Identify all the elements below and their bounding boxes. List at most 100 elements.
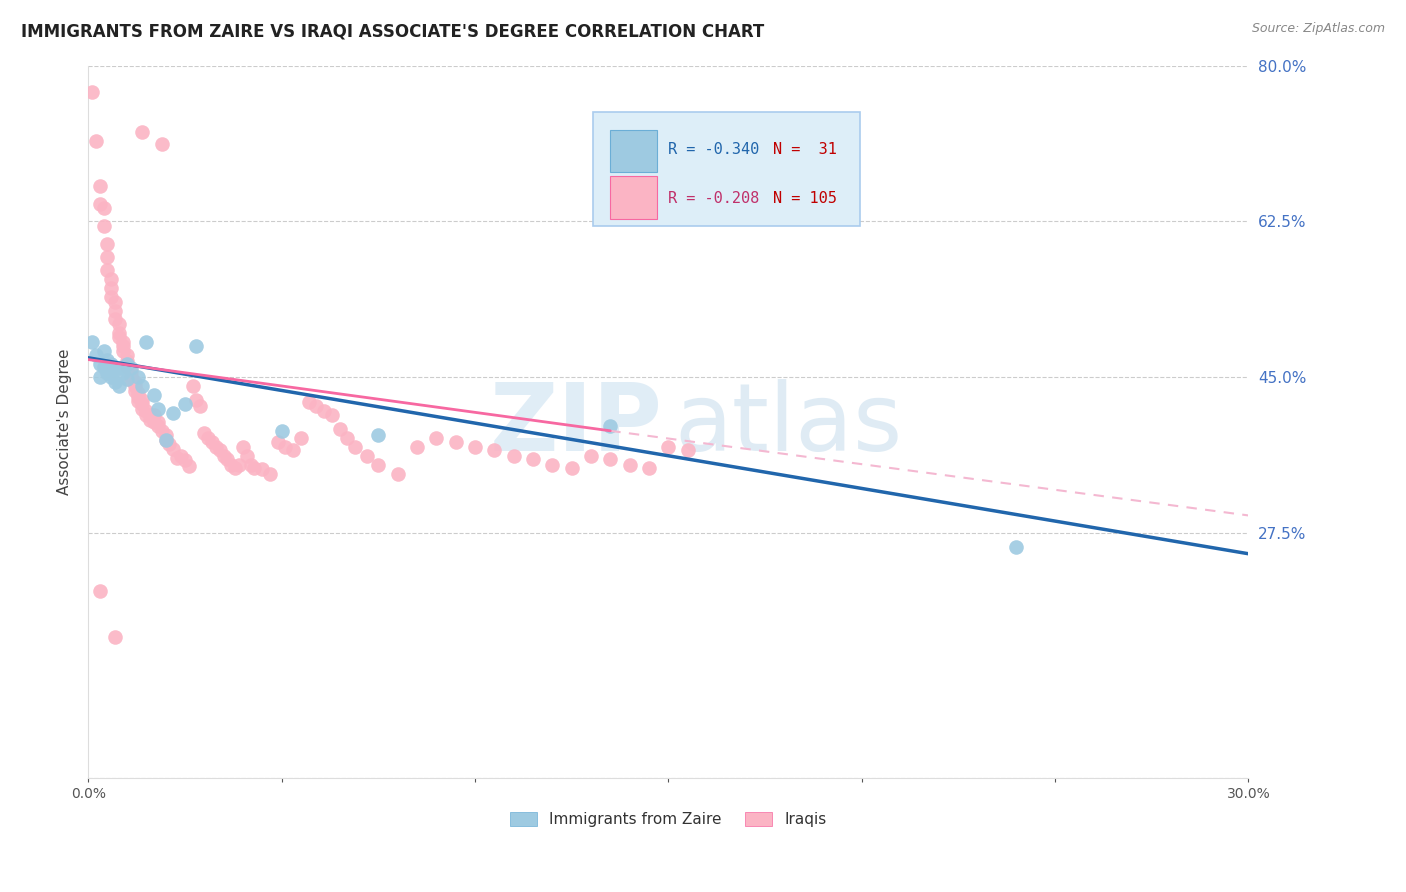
Point — [108, 361, 131, 376]
Point — [93, 219, 115, 233]
Text: R = -0.208: R = -0.208 — [668, 192, 759, 206]
Point — [444, 434, 467, 449]
Point — [270, 424, 292, 438]
Point — [120, 368, 142, 383]
Point — [228, 458, 250, 472]
Legend: Immigrants from Zaire, Iraqis: Immigrants from Zaire, Iraqis — [502, 805, 835, 835]
Point — [139, 413, 162, 427]
Point — [100, 370, 122, 384]
Point — [321, 408, 343, 422]
Point — [224, 461, 246, 475]
Point — [93, 201, 115, 215]
Point — [96, 236, 118, 251]
Point — [80, 86, 103, 100]
Point — [328, 422, 350, 436]
Point — [217, 452, 239, 467]
Point — [104, 294, 127, 309]
Point — [115, 354, 138, 368]
Point — [96, 352, 118, 367]
Point — [599, 419, 621, 434]
Point — [356, 449, 378, 463]
Point — [150, 136, 173, 151]
Point — [111, 343, 134, 358]
Point — [104, 303, 127, 318]
Point — [522, 452, 544, 467]
Text: ZIP: ZIP — [489, 379, 662, 472]
Point — [201, 434, 224, 449]
Point — [124, 375, 146, 389]
Point — [80, 334, 103, 349]
Point — [120, 364, 142, 378]
Point — [146, 419, 169, 434]
Point — [146, 401, 169, 416]
Point — [155, 433, 177, 447]
Point — [96, 250, 118, 264]
Point — [150, 424, 173, 438]
Point — [232, 440, 254, 454]
Point — [387, 467, 409, 481]
Point — [619, 458, 641, 472]
Point — [312, 404, 335, 418]
Point — [93, 359, 115, 374]
Point — [406, 440, 429, 454]
Point — [155, 428, 177, 442]
Point — [193, 425, 215, 440]
Point — [239, 458, 262, 472]
Point — [173, 397, 195, 411]
Point — [502, 449, 524, 463]
Point — [464, 440, 486, 454]
Point — [250, 462, 273, 476]
Point — [108, 326, 131, 340]
Point — [104, 361, 127, 376]
Point — [84, 348, 107, 362]
Point — [274, 440, 297, 454]
Point — [142, 415, 165, 429]
Point — [157, 437, 180, 451]
Point — [1005, 540, 1028, 554]
Point — [197, 431, 219, 445]
Point — [120, 373, 142, 387]
Point — [243, 461, 266, 475]
Point — [155, 433, 177, 447]
Point — [89, 584, 111, 599]
Point — [89, 357, 111, 371]
Point — [131, 397, 153, 411]
Point — [162, 442, 184, 456]
Bar — [593, 112, 859, 226]
Text: N = 105: N = 105 — [773, 192, 837, 206]
Text: Source: ZipAtlas.com: Source: ZipAtlas.com — [1251, 22, 1385, 36]
Point — [115, 372, 138, 386]
Point — [124, 379, 146, 393]
Point — [561, 461, 583, 475]
Point — [266, 434, 288, 449]
Point — [104, 312, 127, 326]
Point — [135, 334, 157, 349]
Bar — [610, 129, 657, 172]
Point — [579, 449, 602, 463]
Text: atlas: atlas — [673, 379, 903, 472]
Point — [170, 449, 193, 463]
Point — [135, 408, 157, 422]
Point — [177, 459, 200, 474]
Point — [204, 440, 226, 454]
Text: R = -0.340: R = -0.340 — [668, 142, 759, 157]
Point — [127, 370, 149, 384]
Point — [676, 443, 699, 458]
Point — [127, 393, 149, 408]
Point — [166, 450, 188, 465]
Point — [100, 281, 122, 295]
Point — [305, 399, 328, 413]
Point — [96, 263, 118, 277]
Point — [484, 443, 506, 458]
Point — [104, 375, 127, 389]
Point — [638, 461, 661, 475]
Point — [115, 357, 138, 371]
Point — [188, 399, 211, 413]
Point — [259, 467, 281, 481]
Point — [131, 401, 153, 416]
Point — [124, 384, 146, 398]
Point — [100, 357, 122, 371]
Point — [104, 631, 127, 645]
Point — [181, 379, 204, 393]
Point — [162, 406, 184, 420]
